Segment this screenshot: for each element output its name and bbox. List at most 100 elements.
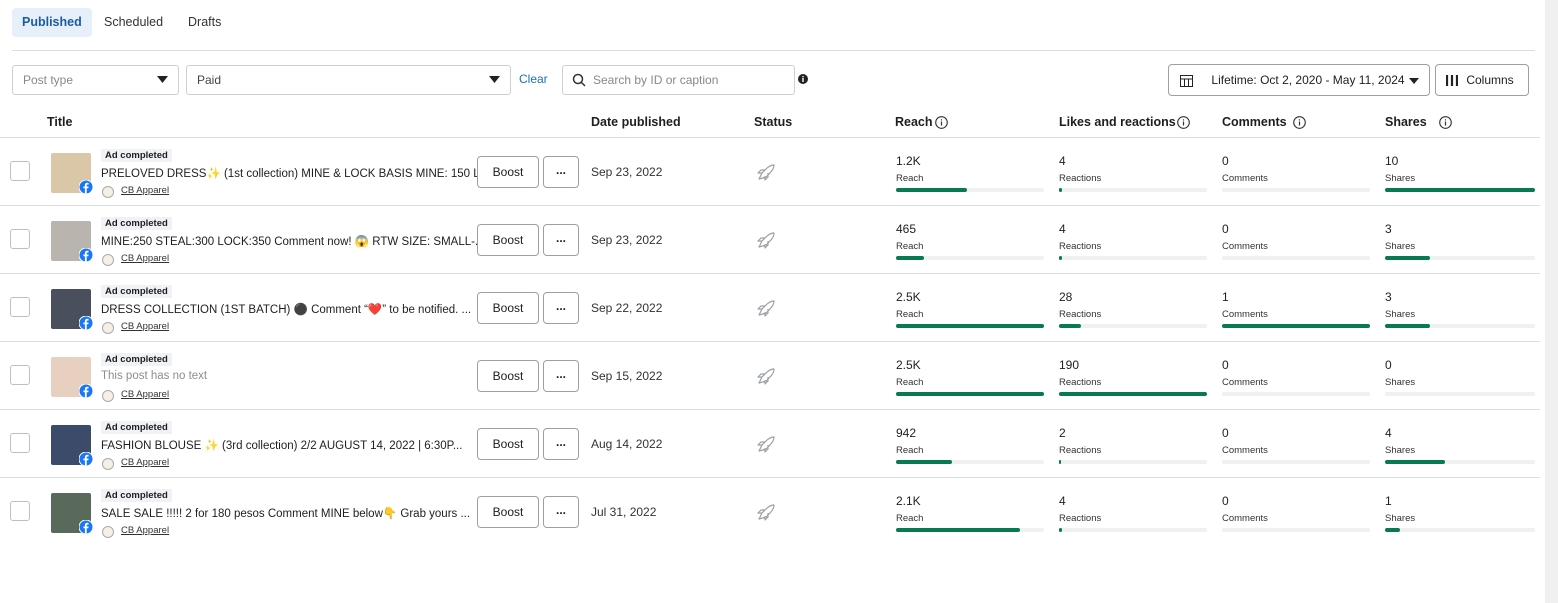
metric-bar [1059,324,1081,328]
row-checkbox[interactable] [10,161,30,181]
status-badge: Ad completed [101,421,172,434]
boost-button[interactable]: Boost [477,292,539,324]
post-caption: SALE SALE !!!!! 2 for 180 pesos Comment … [101,508,471,520]
boost-button[interactable]: Boost [477,156,539,188]
metric-value: 2.5K [896,290,921,304]
page-avatar [102,254,114,266]
row-checkbox[interactable] [10,433,30,453]
metric-bar [1385,528,1400,532]
tab[interactable]: Drafts [188,15,222,29]
metric-value: 1.2K [896,154,921,168]
more-button[interactable]: ... [543,360,579,392]
metric-bar [896,324,1044,328]
metric-label: Reach [896,241,924,252]
post-caption: PRELOVED DRESS✨ (1st collection) MINE & … [101,168,490,180]
boost-button[interactable]: Boost [477,360,539,392]
metric-bar-track [1385,460,1535,464]
thumbnail [51,153,93,194]
metric-value: 0 [1222,494,1229,508]
date-published: Sep 15, 2022 [591,369,663,383]
caret [1409,78,1419,84]
metric-bar [896,528,1021,532]
metric-value: 0 [1222,358,1229,372]
boost-button[interactable]: Boost [477,224,539,256]
metric-bar-track [896,324,1044,328]
button-text: Columns [1466,73,1514,87]
divider [0,409,1540,410]
boost-button[interactable]: Boost [477,428,539,460]
page-name: CB Apparel [121,389,170,400]
metric-value: 1 [1222,290,1229,304]
page-avatar [102,322,114,334]
paid-select[interactable]: Paid [186,65,511,95]
metric-value: 942 [896,426,917,440]
metric-bar-track [1059,188,1207,192]
metric-value: 4 [1059,494,1066,508]
thumbnail [51,357,93,398]
status-icon [757,504,775,521]
metric-label: Shares [1385,309,1416,320]
metric-label: Comments [1222,173,1268,184]
facebook-icon [79,180,93,194]
post-type-select[interactable]: Post type [12,65,179,95]
page-avatar [102,390,114,402]
boost-button[interactable]: Boost [477,496,539,528]
column-header: Shares [1385,115,1427,129]
metric-label: Shares [1385,173,1416,184]
info-icon[interactable] [1177,116,1190,129]
tab[interactable]: Scheduled [104,15,164,29]
metric-bar [1385,324,1430,328]
metric-value: 3 [1385,290,1392,304]
metric-bar-track [1059,256,1207,260]
tab[interactable]: Published [12,8,92,37]
info-icon[interactable] [798,74,808,84]
date-published: Jul 31, 2022 [591,505,657,519]
more-button[interactable]: ... [543,224,579,256]
metric-bar-track [896,528,1044,532]
metric-label: Shares [1385,445,1416,456]
select-text: Paid [197,73,222,87]
date-published: Sep 23, 2022 [591,233,663,247]
metric-bar-track [1059,324,1207,328]
page-avatar [102,458,114,470]
metric-bar [896,256,924,260]
metric-bar-track [896,460,1044,464]
info-icon[interactable] [1439,116,1452,129]
row-checkbox[interactable] [10,229,30,249]
divider [0,205,1540,206]
metric-bar [1059,460,1062,464]
more-button[interactable]: ... [543,428,579,460]
metric-value: 0 [1222,426,1229,440]
metric-value: 465 [896,222,917,236]
info-icon[interactable] [935,116,948,129]
more-button[interactable]: ... [543,496,579,528]
search-input[interactable]: Search by ID or caption [562,65,795,95]
metric-label: Reactions [1059,445,1102,456]
page-name: CB Apparel [121,321,170,332]
search-icon [572,73,586,87]
metric-value: 2.5K [896,358,921,372]
date-range-button[interactable]: Lifetime: Oct 2, 2020 - May 11, 2024 [1168,64,1430,96]
thumbnail [51,425,93,466]
row-checkbox[interactable] [10,501,30,521]
post-caption: This post has no text [101,370,208,382]
metric-label: Comments [1222,309,1268,320]
post-caption: DRESS COLLECTION (1ST BATCH) ⚫ Comment “… [101,304,472,316]
row-checkbox[interactable] [10,365,30,385]
metric-label: Comments [1222,377,1268,388]
metric-bar [1385,188,1535,192]
facebook-icon [79,520,93,534]
info-icon[interactable] [1293,116,1306,129]
row-checkbox[interactable] [10,297,30,317]
select-text: Post type [23,73,74,87]
date-published: Aug 14, 2022 [591,437,663,451]
more-button[interactable]: ... [543,292,579,324]
column-header: Likes and reactions [1059,115,1176,129]
clear-link[interactable]: Clear [519,72,548,86]
divider [0,341,1540,342]
columns-button[interactable]: Columns [1435,64,1529,96]
more-button[interactable]: ... [543,156,579,188]
metric-value: 4 [1059,222,1066,236]
metric-label: Reach [896,445,924,456]
